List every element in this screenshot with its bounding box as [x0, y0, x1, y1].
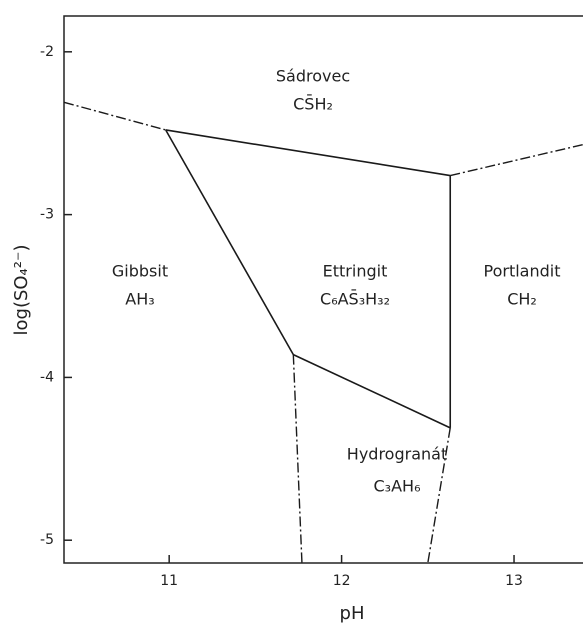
region-formula: C₃AH₆: [374, 477, 421, 496]
y-axis-title: log(SO₄²⁻): [11, 244, 32, 335]
x-tick-label: 13: [505, 573, 523, 589]
phase-boundary: [427, 427, 451, 564]
region-label: Ettringit: [323, 262, 388, 281]
x-tick-label: 12: [333, 573, 351, 589]
y-tick-label: -5: [40, 532, 54, 548]
plot-frame: [63, 15, 583, 564]
phase-boundary: [165, 129, 295, 356]
y-tick-label: -3: [40, 207, 54, 223]
region-label: Sádrovec: [276, 67, 350, 86]
region-label: Hydrogranát: [347, 445, 447, 464]
phase-boundary: [63, 101, 166, 131]
phase-boundary: [292, 353, 451, 429]
y-tick-label: -2: [40, 44, 54, 60]
phase-boundary: [165, 129, 451, 177]
region-formula: AH₃: [125, 290, 154, 309]
x-tick-label: 11: [160, 573, 178, 589]
region-formula: CS̄H₂: [293, 95, 333, 114]
region-formula: C₆AS̄₃H₃₂: [320, 290, 390, 309]
y-tick-label: -4: [40, 369, 54, 385]
region-label: Portlandit: [484, 262, 561, 281]
phase-boundary: [450, 143, 583, 177]
region-formula: CH₂: [507, 290, 537, 309]
phase-boundary: [292, 354, 303, 564]
region-label: Gibbsit: [112, 262, 168, 281]
x-axis-title: pH: [340, 603, 365, 624]
